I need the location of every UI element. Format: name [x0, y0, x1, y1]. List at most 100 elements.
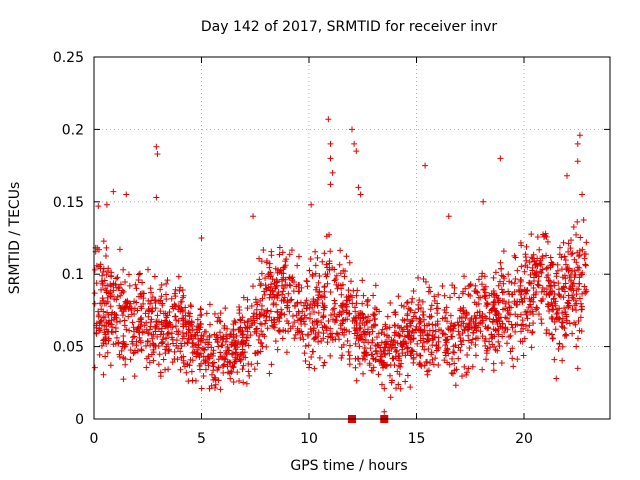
- data-point: [569, 250, 576, 257]
- data-point: [232, 354, 239, 361]
- data-point: [149, 335, 156, 342]
- data-point: [223, 331, 230, 338]
- data-point: [388, 337, 395, 344]
- data-point: [210, 359, 217, 366]
- data-point: [573, 291, 580, 298]
- data-point: [248, 361, 255, 368]
- data-point: [304, 278, 311, 285]
- data-point: [175, 328, 182, 335]
- data-point: [174, 356, 181, 363]
- data-point: [268, 281, 275, 288]
- data-point: [573, 259, 580, 266]
- data-point: [263, 285, 270, 292]
- data-point: [534, 305, 541, 312]
- data-point: [264, 307, 271, 314]
- data-point: [266, 370, 273, 377]
- data-point: [338, 291, 345, 298]
- data-point: [215, 377, 222, 384]
- data-point: [262, 282, 269, 289]
- data-point: [316, 272, 323, 279]
- data-point: [509, 355, 516, 362]
- data-point: [578, 306, 585, 313]
- data-point: [426, 284, 433, 291]
- data-point: [216, 317, 223, 324]
- data-point: [408, 299, 415, 306]
- data-point: [306, 267, 313, 274]
- data-point: [409, 327, 416, 334]
- data-point: [309, 320, 316, 327]
- data-point: [530, 320, 537, 327]
- data-point: [306, 364, 313, 371]
- data-point: [512, 275, 519, 282]
- data-point: [416, 352, 423, 359]
- data-point: [384, 332, 391, 339]
- data-point: [425, 337, 432, 344]
- data-point: [137, 323, 144, 330]
- data-point: [526, 279, 533, 286]
- data-point: [370, 312, 377, 319]
- data-point: [197, 321, 204, 328]
- data-point: [543, 326, 550, 333]
- data-point: [391, 339, 398, 346]
- data-point: [401, 333, 408, 340]
- data-point: [134, 307, 141, 314]
- data-point: [569, 306, 576, 313]
- data-point: [287, 282, 294, 289]
- data-point: [420, 275, 427, 282]
- data-point: [539, 284, 546, 291]
- data-point: [313, 284, 320, 291]
- data-point: [535, 311, 542, 318]
- data-point: [553, 375, 560, 382]
- data-point: [93, 280, 100, 287]
- data-point: [490, 274, 497, 281]
- data-point: [259, 343, 266, 350]
- data-point: [148, 297, 155, 304]
- data-point: [228, 342, 235, 349]
- data-point: [289, 312, 296, 319]
- data-point: [521, 268, 528, 275]
- data-point: [324, 339, 331, 346]
- data-point: [480, 198, 487, 205]
- data-point: [450, 348, 457, 355]
- data-point: [294, 299, 301, 306]
- data-point: [96, 351, 103, 358]
- data-point: [387, 362, 394, 369]
- data-point: [133, 285, 140, 292]
- chart-title: Day 142 of 2017, SRMTID for receiver inv…: [201, 19, 497, 35]
- data-point: [376, 358, 383, 365]
- data-point: [365, 339, 372, 346]
- data-point: [472, 341, 479, 348]
- data-point: [421, 316, 428, 323]
- data-point: [338, 344, 345, 351]
- data-point: [110, 287, 117, 294]
- data-point: [236, 377, 243, 384]
- data-point: [288, 296, 295, 303]
- data-point: [113, 275, 120, 282]
- data-point: [532, 261, 539, 268]
- data-point: [254, 325, 261, 332]
- data-point: [488, 331, 495, 338]
- data-point: [442, 352, 449, 359]
- data-point: [276, 328, 283, 335]
- data-point: [314, 254, 321, 261]
- data-point: [323, 261, 330, 268]
- data-point: [197, 366, 204, 373]
- data-point: [145, 313, 152, 320]
- data-point: [129, 319, 136, 326]
- data-point: [150, 341, 157, 348]
- data-point: [329, 169, 336, 176]
- data-point: [533, 272, 540, 279]
- data-point: [451, 290, 458, 297]
- data-point: [491, 343, 498, 350]
- data-point: [148, 351, 155, 358]
- data-point: [556, 340, 563, 347]
- data-point: [277, 267, 284, 274]
- data-point: [416, 297, 423, 304]
- data-point: [198, 235, 205, 241]
- data-point: [252, 296, 259, 303]
- data-point: [108, 272, 115, 279]
- data-point: [205, 341, 212, 348]
- data-point: [120, 338, 127, 345]
- data-point: [251, 366, 258, 373]
- data-point: [162, 366, 169, 373]
